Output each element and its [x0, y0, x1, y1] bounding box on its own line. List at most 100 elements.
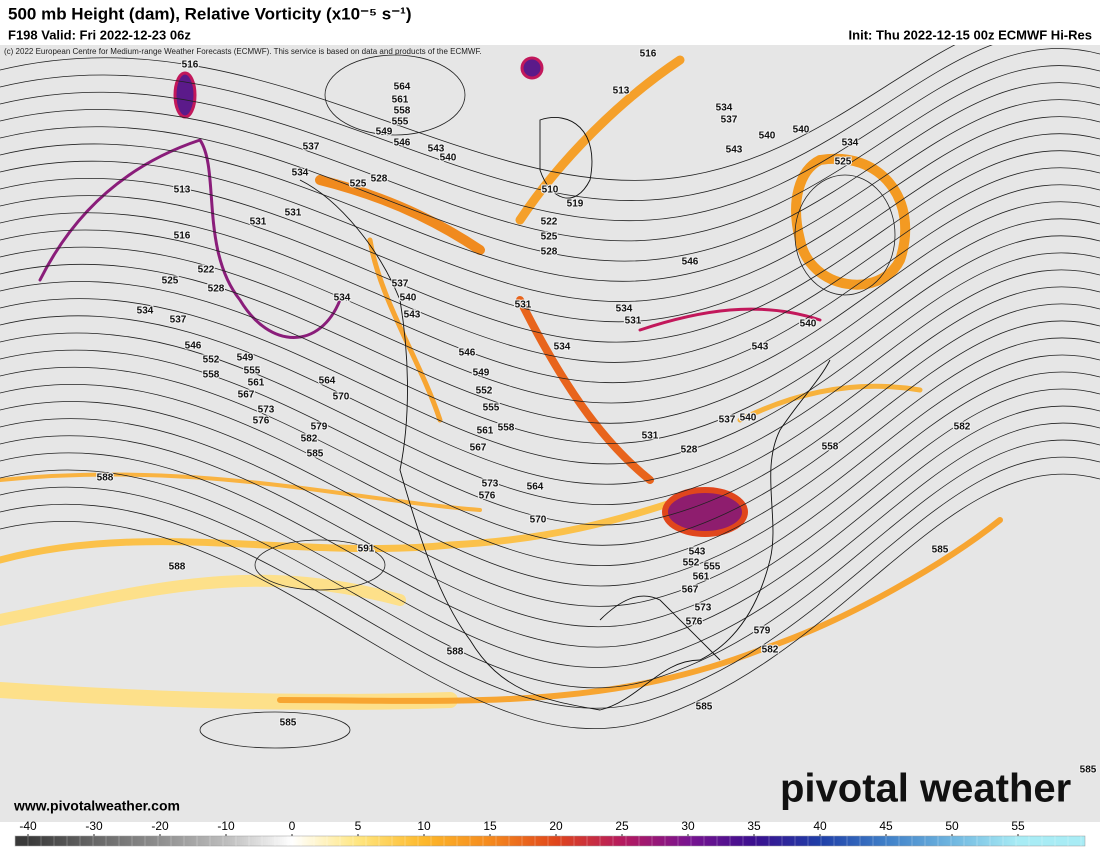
contour-line [0, 150, 1100, 343]
contour-label: 567 [238, 390, 255, 401]
contour-label: 576 [253, 416, 270, 427]
contour-line [0, 218, 1100, 424]
contour-label: 528 [541, 247, 558, 258]
contour-label: 543 [726, 145, 743, 156]
contour-label: 561 [248, 378, 265, 389]
contour-line [794, 174, 896, 296]
contour-label: 552 [203, 355, 220, 366]
contour-label: 582 [762, 645, 779, 656]
vorticity-field [0, 55, 1003, 710]
contour-label: 543 [689, 547, 706, 558]
contour-label: 579 [311, 422, 328, 433]
contour-line [0, 252, 1100, 465]
contour-label: 567 [682, 585, 699, 596]
contour-label: 558 [203, 370, 220, 381]
contour-label: 537 [170, 315, 187, 326]
contour-label: 552 [476, 386, 493, 397]
contour-label: 531 [642, 431, 659, 442]
colorbar-tick-label: -40 [19, 819, 37, 833]
contour-line [0, 201, 1100, 404]
contour-label: 555 [244, 366, 261, 377]
colorbar-tick-label: -30 [85, 819, 103, 833]
contour-label: 585 [696, 702, 713, 713]
contour-line [0, 65, 1100, 242]
coastline [299, 117, 831, 711]
contour-label: 540 [740, 413, 757, 424]
contour-label: 522 [541, 217, 558, 228]
colorbar-tick-label: 45 [879, 819, 893, 833]
contour-label: 543 [404, 310, 421, 321]
copyright: (c) 2022 European Centre for Medium-rang… [4, 47, 482, 56]
contour-label: 525 [835, 157, 852, 168]
contour-label: 534 [554, 342, 571, 353]
contour-line [0, 133, 1100, 323]
contour-line [324, 54, 466, 136]
contour-label: 546 [185, 341, 202, 352]
contour-line [0, 167, 1100, 363]
contour-line [0, 337, 1100, 566]
colorbar-tick-label: -20 [151, 819, 169, 833]
contour-label: 576 [686, 617, 703, 628]
contour-label: 531 [625, 316, 642, 327]
contour-label: 525 [350, 179, 367, 190]
contour-label: 525 [541, 232, 558, 243]
contour-label: 546 [394, 138, 411, 149]
colorbar: -40 -30 -20 -10 0 5 10 15 20 25 30 35 40 45 50 55 [14, 819, 1086, 847]
contour-label: 585 [1080, 765, 1097, 776]
contour-line [0, 422, 1100, 668]
contour-label: 555 [483, 403, 500, 414]
contour-line [0, 405, 1100, 648]
contour-label: 588 [447, 647, 464, 658]
contour-line [0, 456, 1100, 709]
contour-line [0, 354, 1100, 587]
contour-label: 585 [307, 449, 324, 460]
website: www.pivotalweather.com [13, 798, 180, 814]
contour-line [0, 473, 1100, 729]
colorbar-tick-label: 40 [813, 819, 827, 833]
colorbar-tick-label: 25 [615, 819, 629, 833]
contour-line [0, 303, 1100, 526]
contour-label: 570 [333, 392, 350, 403]
contour-label: 561 [392, 95, 409, 106]
contour-label: 525 [162, 276, 179, 287]
colorbar-tick-label: 30 [681, 819, 695, 833]
contour-label: 555 [704, 562, 721, 573]
colorbar-tick-label: 20 [549, 819, 563, 833]
contour-label: 573 [482, 479, 499, 490]
contour-label: 543 [752, 342, 769, 353]
contour-label: 540 [400, 293, 417, 304]
contour-label: 564 [394, 82, 411, 93]
contour-label: 528 [208, 284, 225, 295]
colorbar-tick-label: 5 [355, 819, 362, 833]
contour-line [254, 539, 386, 591]
contour-label: 543 [428, 144, 445, 155]
contour-label: 534 [334, 293, 351, 304]
contour-label: 579 [754, 626, 771, 637]
colorbar-tick-label: 50 [945, 819, 959, 833]
contour-label: 567 [470, 443, 487, 454]
contour-label: 534 [137, 306, 154, 317]
contour-label: 519 [567, 199, 584, 210]
contour-label: 537 [392, 279, 409, 290]
contour-line [0, 286, 1100, 505]
valid-time: F198 Valid: Fri 2022-12-23 06z [8, 27, 191, 42]
logo: pivotal weather [780, 767, 1071, 811]
contour-label: 534 [842, 138, 859, 149]
contour-label: 552 [683, 558, 700, 569]
contour-label: 561 [693, 572, 710, 583]
contour-label: 573 [695, 603, 712, 614]
contour-line [0, 388, 1100, 627]
colorbar-tick-label: 15 [483, 819, 497, 833]
contour-label: 513 [174, 185, 191, 196]
colorbar-tick-label: 10 [417, 819, 431, 833]
contour-label: 549 [237, 353, 254, 364]
colorbar-tick-label: -10 [217, 819, 235, 833]
contour-line [0, 235, 1100, 445]
contour-label: 549 [473, 368, 490, 379]
contour-label: 549 [376, 127, 393, 138]
contour-label: 516 [174, 231, 191, 242]
colorbar-bar [14, 835, 1086, 847]
contour-line [0, 48, 1100, 222]
contour-label: 558 [394, 106, 411, 117]
